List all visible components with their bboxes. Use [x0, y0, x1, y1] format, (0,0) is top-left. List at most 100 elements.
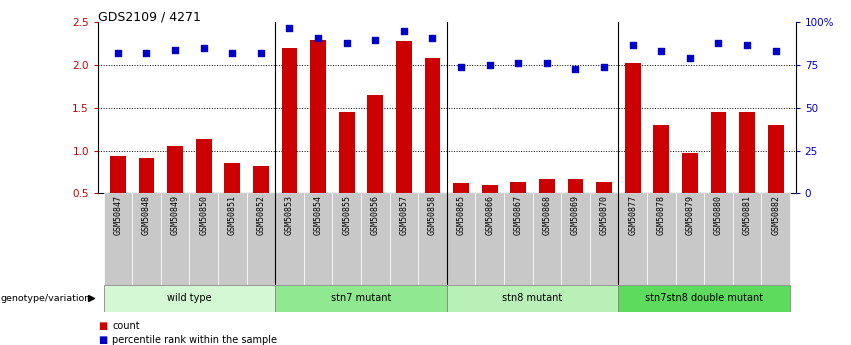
- Point: [283, 25, 296, 30]
- Point: [625, 42, 639, 47]
- Bar: [390, 193, 418, 285]
- Bar: [104, 285, 275, 312]
- Text: GSM50867: GSM50867: [514, 195, 523, 235]
- Bar: [196, 139, 212, 236]
- Text: wild type: wild type: [167, 294, 212, 303]
- Bar: [704, 193, 733, 285]
- Bar: [619, 193, 647, 285]
- Text: GSM50858: GSM50858: [428, 195, 437, 235]
- Point: [397, 28, 411, 34]
- Bar: [247, 193, 275, 285]
- Bar: [425, 58, 440, 236]
- Text: GSM50868: GSM50868: [542, 195, 551, 235]
- Bar: [619, 285, 790, 312]
- Text: GSM50853: GSM50853: [285, 195, 294, 235]
- Bar: [167, 146, 183, 236]
- Text: GSM50878: GSM50878: [657, 195, 665, 235]
- Point: [254, 50, 268, 56]
- Point: [711, 40, 725, 46]
- Text: GSM50879: GSM50879: [685, 195, 694, 235]
- Point: [683, 56, 697, 61]
- Text: ■: ■: [98, 335, 107, 345]
- Text: GSM50869: GSM50869: [571, 195, 580, 235]
- Point: [597, 64, 611, 70]
- Text: GSM50857: GSM50857: [399, 195, 408, 235]
- Text: percentile rank within the sample: percentile rank within the sample: [112, 335, 277, 345]
- Bar: [282, 48, 297, 236]
- Point: [511, 61, 525, 66]
- Bar: [275, 193, 304, 285]
- Bar: [190, 193, 218, 285]
- Bar: [447, 285, 619, 312]
- Bar: [218, 193, 247, 285]
- Bar: [768, 125, 784, 236]
- Point: [768, 49, 782, 54]
- Bar: [396, 41, 412, 236]
- Bar: [590, 193, 619, 285]
- Bar: [139, 158, 154, 236]
- Bar: [418, 193, 447, 285]
- Bar: [625, 63, 641, 236]
- Bar: [454, 183, 469, 236]
- Text: GSM50847: GSM50847: [113, 195, 123, 235]
- Point: [568, 66, 582, 71]
- Text: GSM50849: GSM50849: [170, 195, 180, 235]
- Text: GSM50866: GSM50866: [485, 195, 494, 235]
- Text: GSM50854: GSM50854: [313, 195, 323, 235]
- Bar: [568, 179, 583, 236]
- Text: GSM50865: GSM50865: [457, 195, 465, 235]
- Text: GSM50856: GSM50856: [371, 195, 380, 235]
- Text: count: count: [112, 321, 140, 331]
- Text: stn7 mutant: stn7 mutant: [331, 294, 391, 303]
- Bar: [561, 193, 590, 285]
- Point: [340, 40, 353, 46]
- Text: GSM50852: GSM50852: [256, 195, 266, 235]
- Bar: [161, 193, 190, 285]
- Bar: [304, 193, 333, 285]
- Bar: [533, 193, 561, 285]
- Text: GSM50880: GSM50880: [714, 195, 723, 235]
- Point: [226, 50, 239, 56]
- Point: [168, 47, 182, 52]
- Text: GSM50848: GSM50848: [142, 195, 151, 235]
- Text: GDS2109 / 4271: GDS2109 / 4271: [98, 10, 201, 23]
- Bar: [361, 193, 390, 285]
- Bar: [110, 157, 126, 236]
- Point: [197, 45, 210, 51]
- Text: GSM50851: GSM50851: [228, 195, 237, 235]
- Text: genotype/variation: genotype/variation: [1, 294, 91, 303]
- Bar: [597, 182, 612, 236]
- Point: [454, 64, 468, 70]
- Bar: [333, 193, 361, 285]
- Bar: [539, 179, 555, 236]
- Bar: [654, 125, 669, 236]
- Bar: [740, 112, 755, 236]
- Bar: [676, 193, 704, 285]
- Bar: [339, 112, 355, 236]
- Text: GSM50855: GSM50855: [342, 195, 351, 235]
- Text: stn8 mutant: stn8 mutant: [502, 294, 563, 303]
- Bar: [682, 153, 698, 236]
- Bar: [511, 182, 526, 236]
- Bar: [711, 112, 727, 236]
- Bar: [504, 193, 533, 285]
- Point: [483, 62, 496, 68]
- Point: [111, 50, 125, 56]
- Text: GSM50877: GSM50877: [628, 195, 637, 235]
- Text: stn7stn8 double mutant: stn7stn8 double mutant: [645, 294, 763, 303]
- Text: GSM50850: GSM50850: [199, 195, 208, 235]
- Bar: [311, 39, 326, 236]
- Bar: [275, 285, 447, 312]
- Bar: [447, 193, 476, 285]
- Bar: [368, 95, 383, 236]
- Text: ■: ■: [98, 321, 107, 331]
- Point: [426, 35, 439, 41]
- Point: [540, 61, 554, 66]
- Point: [740, 42, 754, 47]
- Point: [368, 37, 382, 42]
- Text: GSM50870: GSM50870: [600, 195, 608, 235]
- Bar: [225, 163, 240, 236]
- Bar: [647, 193, 676, 285]
- Text: GSM50882: GSM50882: [771, 195, 780, 235]
- Point: [311, 35, 325, 41]
